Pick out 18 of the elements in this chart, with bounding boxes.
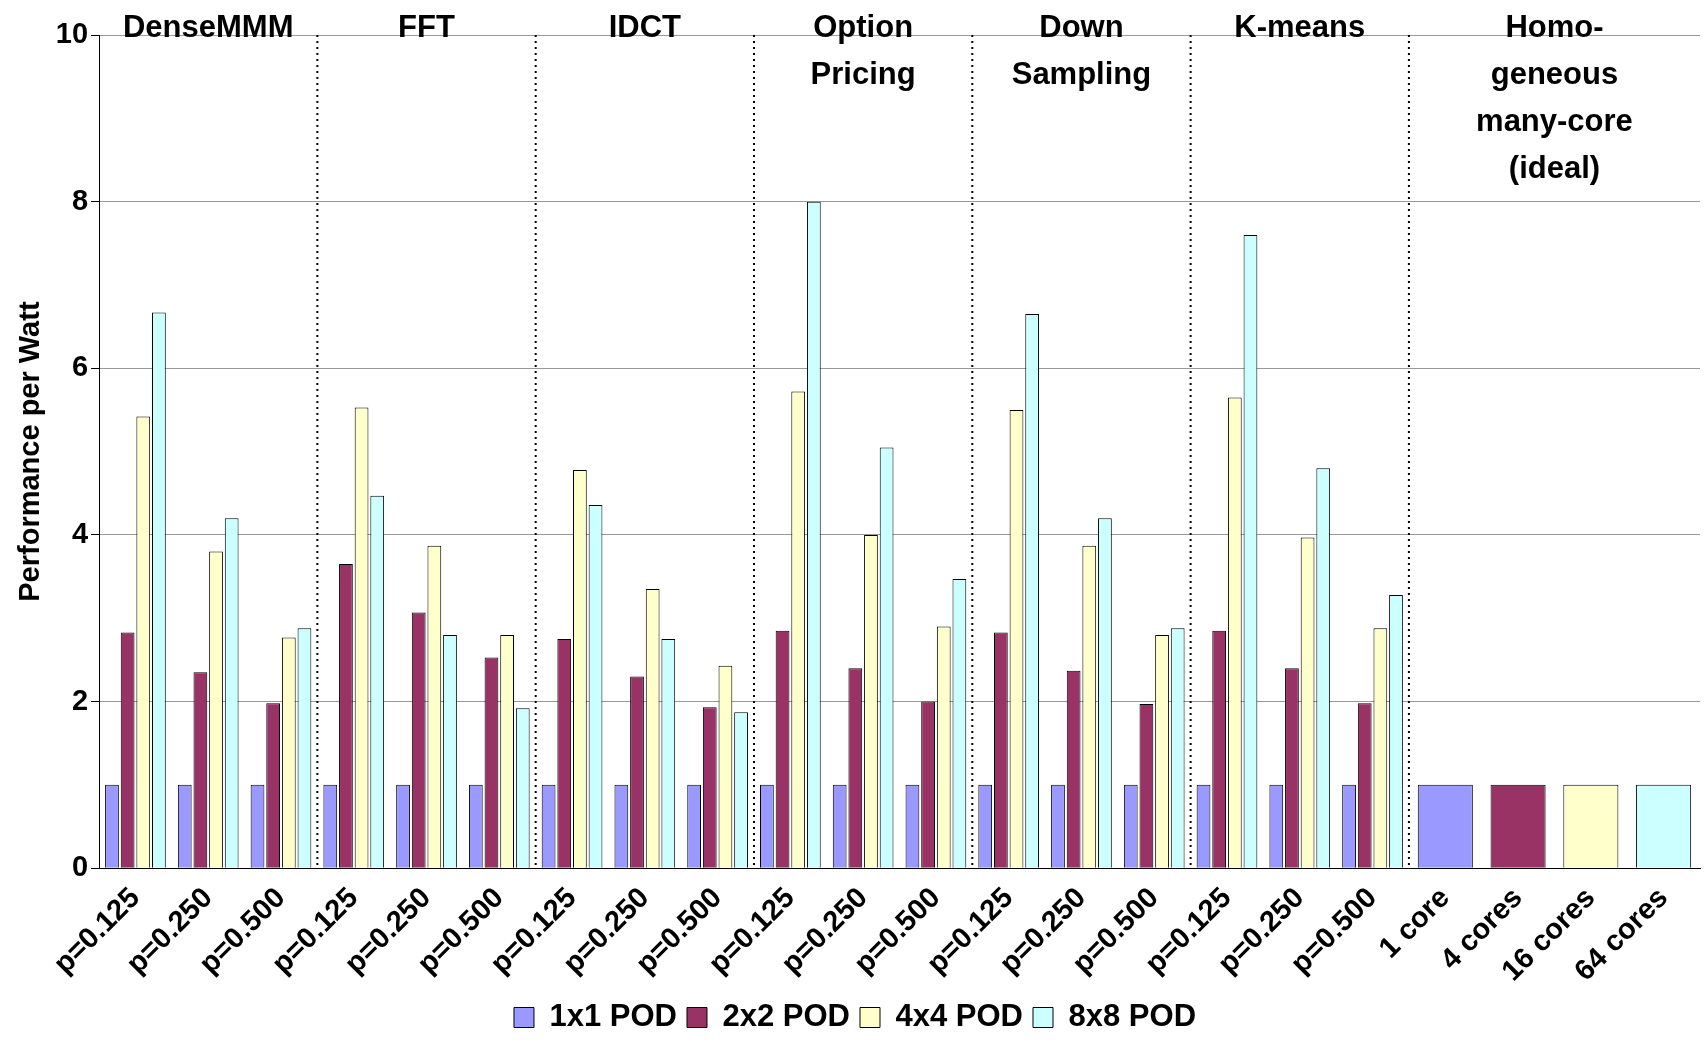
y-tick-label: 4 [71,516,89,549]
annotation: IDCT [608,9,682,45]
legend-label: 2x2 POD [722,998,850,1034]
annotation: K-means [1234,9,1366,45]
y-tick-label: 2 [71,683,89,716]
y-tick-label: 0 [71,850,89,883]
legend-label: 8x8 POD [1068,998,1197,1034]
annotation: Option Pricing [810,9,916,92]
y-tick-label: 10 [55,17,89,49]
annotation: DenseMMM [122,9,294,45]
legend-label: 4x4 POD [895,998,1024,1034]
y-tick-label: 8 [71,183,89,216]
annotation: Homo- geneous many-core (ideal) [1476,9,1633,186]
y-tick-label: 6 [71,350,89,383]
y-axis-title: Performance per Watt [13,301,46,602]
annotation: Down Sampling [1011,9,1152,92]
annotation: FFT [398,9,455,45]
legend-label: 1x1 POD [549,998,677,1034]
